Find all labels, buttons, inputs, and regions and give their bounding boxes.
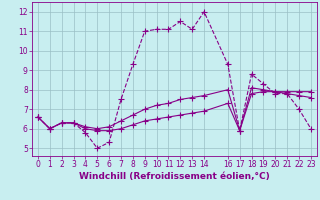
X-axis label: Windchill (Refroidissement éolien,°C): Windchill (Refroidissement éolien,°C) (79, 172, 270, 181)
